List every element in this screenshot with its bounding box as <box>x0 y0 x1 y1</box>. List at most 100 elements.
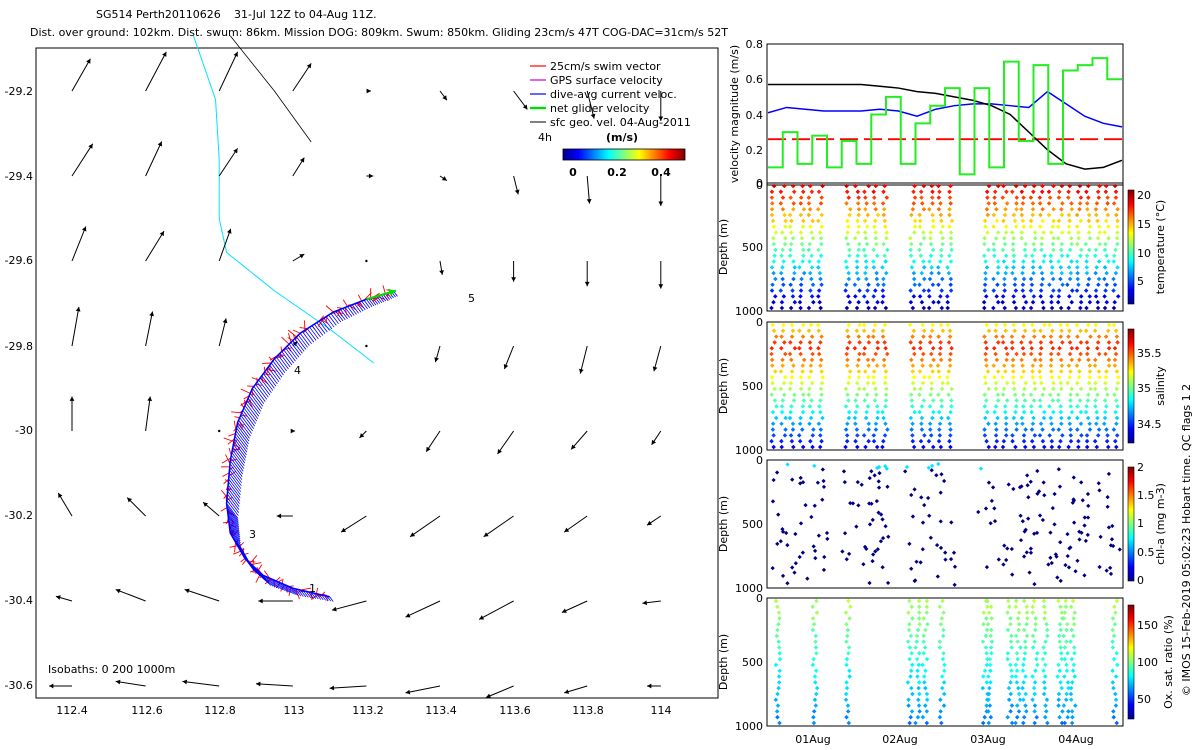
swim-vector <box>287 337 294 341</box>
salinity-sample <box>938 322 944 328</box>
salinity-sample <box>909 427 914 432</box>
salinity-sample <box>947 363 953 368</box>
salinity-sample <box>1105 392 1110 397</box>
salinity-sample <box>779 438 784 444</box>
oxygen-sample <box>1013 598 1019 604</box>
current-arrow <box>218 51 239 92</box>
dac-vector <box>228 475 242 492</box>
swim-vector <box>342 299 348 307</box>
salinity-sample <box>1039 380 1044 386</box>
salinity-sample <box>912 409 917 415</box>
oxygen-sample <box>777 616 782 621</box>
oxygen-sample <box>1024 709 1029 714</box>
oxygen-sample <box>1030 633 1036 639</box>
oxygen-sample <box>1030 674 1035 679</box>
temperature-sample <box>1059 183 1065 189</box>
salinity-sample <box>856 375 862 380</box>
map-xtick: 113.2 <box>352 704 384 717</box>
oxygen-sample <box>1032 691 1037 697</box>
chla-sample <box>822 554 827 560</box>
oxygen-sample <box>988 645 994 650</box>
chla-sample <box>876 485 882 490</box>
salinity-sample <box>984 363 989 368</box>
salinity-sample <box>861 433 867 438</box>
salinity-sample <box>801 398 807 403</box>
temperature-sample <box>780 247 785 253</box>
temperature-sample <box>862 218 868 224</box>
dac-vector <box>227 511 240 527</box>
temperature-sample <box>1002 241 1008 247</box>
chla-sample <box>877 471 882 476</box>
oxygen-sample <box>1065 680 1071 685</box>
salinity-sample <box>1078 409 1084 415</box>
temperature-sample <box>1069 241 1074 247</box>
salinity-sample <box>1014 404 1019 409</box>
oxygen-sample <box>1056 598 1061 604</box>
oxygen-sample <box>776 680 782 685</box>
salinity-sample <box>921 375 927 380</box>
oxygen-sample <box>1023 674 1028 679</box>
dac-vector <box>279 582 287 592</box>
temperature-sample <box>1046 201 1052 206</box>
salinity-sample <box>1094 409 1099 415</box>
sal-ytick: 500 <box>742 380 763 393</box>
oxygen-sample <box>941 610 946 615</box>
temperature-sample <box>991 276 996 282</box>
temperature-sample <box>782 212 787 218</box>
salinity-sample <box>819 380 825 386</box>
temperature-sample <box>798 288 804 293</box>
temperature-sample <box>928 253 934 258</box>
oxygen-sample <box>1071 662 1077 668</box>
salinity-sample <box>864 392 870 397</box>
salinity-sample <box>1019 357 1024 363</box>
oxygen-sample <box>915 627 921 633</box>
temperature-sample <box>995 259 1001 264</box>
oxygen-sample <box>1020 685 1025 691</box>
salinity-sample <box>1106 340 1112 345</box>
salinity-sample <box>928 392 933 397</box>
salinity-sample <box>883 392 889 397</box>
current-arrow-head <box>182 679 188 685</box>
salinity-sample <box>1112 363 1118 368</box>
salinity-sample <box>1020 363 1025 368</box>
salinity-sample <box>820 415 825 421</box>
temperature-sample <box>1113 189 1119 195</box>
current-arrow-head <box>115 679 121 685</box>
swim-vector <box>227 511 236 517</box>
current-arrow <box>563 515 588 533</box>
temperature-sample <box>1087 224 1093 229</box>
salinity-sample <box>1010 433 1015 438</box>
depth-profiles <box>769 183 1122 726</box>
oxygen-sample <box>1009 703 1015 708</box>
temperature-sample <box>788 241 794 247</box>
salinity-sample <box>1056 444 1062 450</box>
temperature-sample <box>1002 212 1008 218</box>
temperature-sample <box>1014 206 1019 212</box>
salinity-sample <box>982 433 988 438</box>
temperature-sample <box>809 189 815 195</box>
chla-sample <box>941 478 947 484</box>
dac-vector <box>245 402 259 419</box>
temperature-sample <box>1105 212 1111 218</box>
temperature-sample <box>930 218 936 224</box>
temperature-sample <box>865 288 870 293</box>
current-arrow-shaft <box>586 90 595 119</box>
chla-sample <box>1108 565 1113 571</box>
temperature-sample <box>797 299 803 305</box>
oxygen-sample <box>1056 691 1062 697</box>
salinity-sample <box>1104 438 1110 444</box>
temperature-sample <box>819 241 824 247</box>
current-arrow <box>651 430 662 446</box>
chla-sample <box>1071 475 1076 480</box>
swim-vector <box>230 458 238 462</box>
dac-vector <box>298 334 308 348</box>
current-arrow-head <box>359 433 365 438</box>
salinity-sample <box>1096 427 1102 432</box>
salinity-sample <box>1086 392 1091 397</box>
temperature-sample <box>781 259 786 264</box>
salinity-sample <box>790 421 796 427</box>
temperature-sample <box>945 265 950 270</box>
salinity-sample <box>1086 322 1091 328</box>
oxygen-sample <box>776 621 781 627</box>
salinity-sample <box>856 334 862 339</box>
